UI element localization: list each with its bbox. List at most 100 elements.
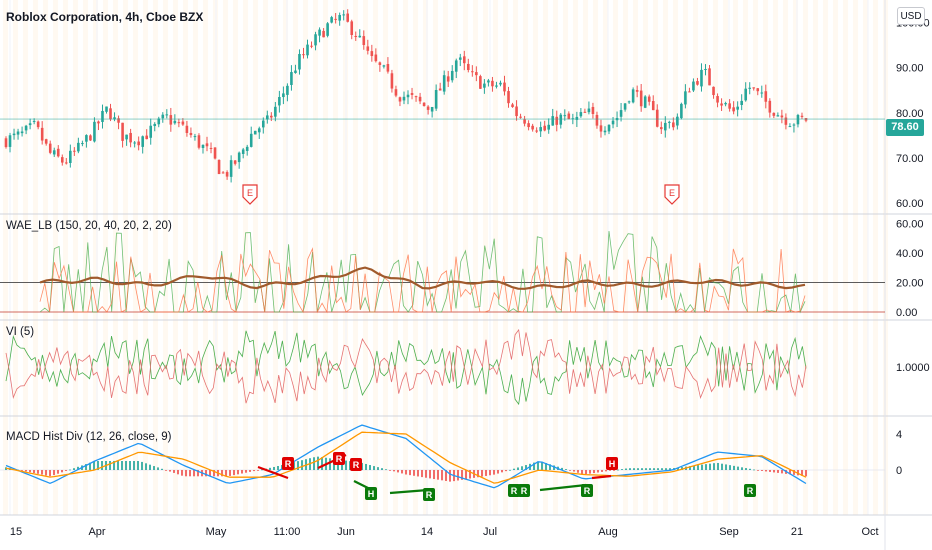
macd-histogram-bar: [669, 468, 671, 470]
session-stripe: [703, 0, 708, 515]
macd-histogram-bar: [85, 464, 87, 470]
macd-histogram-bar: [429, 470, 431, 479]
candle-body: [531, 125, 534, 130]
candle-body: [28, 123, 32, 126]
session-stripe: [263, 0, 268, 515]
session-stripe: [93, 0, 98, 515]
candle-body: [225, 172, 229, 177]
candle-body: [209, 147, 213, 149]
macd-histogram-bar: [97, 461, 99, 470]
session-stripe: [403, 0, 408, 515]
divergence-badge: [606, 457, 618, 470]
macd-histogram-bar: [365, 463, 367, 470]
session-stripe: [733, 0, 738, 515]
candle-body: [109, 108, 112, 120]
macd-histogram-bar: [397, 470, 399, 473]
macd-histogram-bar: [481, 470, 483, 477]
session-stripe: [593, 0, 598, 515]
candle-body: [567, 113, 571, 120]
macd-histogram-bar: [517, 467, 519, 470]
candle-body: [229, 160, 233, 177]
macd-histogram-bar: [53, 470, 55, 476]
candle-body: [499, 82, 502, 85]
macd-histogram-bar: [241, 470, 243, 474]
candle-body: [454, 60, 458, 72]
candle-body: [249, 133, 253, 147]
session-stripe: [163, 0, 168, 515]
macd-histogram-bar: [689, 466, 691, 470]
macd-histogram-bar: [33, 470, 35, 473]
divergence-badge: [581, 484, 593, 497]
wae-indicator-label[interactable]: WAE_LB (150, 20, 40, 20, 2, 20): [6, 220, 172, 232]
macd-histogram-bar: [345, 460, 347, 470]
earnings-marker: [664, 184, 680, 205]
macd-histogram-bar: [693, 465, 695, 470]
candle-body: [362, 36, 366, 46]
time-tick-label: Aug: [598, 526, 618, 538]
candle-body: [398, 97, 402, 102]
macd-indicator-label[interactable]: MACD Hist Div (12, 26, close, 9): [6, 431, 172, 443]
currency-button[interactable]: USD: [897, 7, 925, 25]
divergence-badge-label: R: [285, 459, 292, 469]
candle-body: [792, 124, 796, 126]
session-stripe: [753, 0, 758, 515]
macd-histogram-bar: [593, 470, 595, 474]
candle-body: [539, 127, 542, 132]
wae-tick-label: 40.00: [896, 248, 924, 260]
candle-body: [386, 63, 390, 72]
time-tick-label: Oct: [861, 526, 878, 538]
candle-body: [270, 115, 273, 118]
macd-histogram-bar: [69, 469, 71, 471]
session-stripe: [643, 0, 648, 515]
candle-body: [587, 108, 591, 113]
last-price-tag: 78.60: [886, 119, 924, 136]
session-stripe: [53, 0, 58, 515]
candle-body: [607, 124, 611, 132]
session-stripe: [103, 0, 108, 515]
candle-body: [302, 54, 305, 56]
candle-body: [113, 117, 116, 120]
time-tick-label: 11:00: [274, 526, 301, 538]
candle-body: [487, 80, 490, 83]
session-stripe: [473, 0, 478, 515]
candle-body: [611, 120, 615, 125]
macd-histogram-bar: [37, 470, 39, 474]
session-stripe: [83, 0, 88, 515]
macd-histogram-bar: [173, 470, 175, 473]
macd-histogram-bar: [61, 470, 63, 473]
candle-body: [575, 116, 579, 120]
candle-body: [788, 126, 792, 128]
candle-body: [101, 110, 104, 122]
candle-body: [720, 103, 723, 106]
candle-body: [257, 128, 261, 133]
candle-body: [442, 75, 446, 92]
macd-histogram-bar: [433, 470, 435, 480]
candle-body: [418, 96, 422, 102]
candle-body: [776, 115, 780, 117]
candle-body: [274, 106, 277, 117]
macd-histogram-bar: [741, 467, 743, 470]
macd-histogram-bar: [373, 466, 375, 470]
candle-body: [724, 103, 727, 105]
candle-body: [161, 114, 165, 119]
macd-histogram-bar: [89, 462, 91, 470]
candle-body: [266, 115, 269, 120]
session-stripe: [413, 0, 418, 515]
candle-body: [298, 53, 301, 70]
macd-histogram-bar: [261, 469, 263, 471]
candle-body: [12, 133, 16, 136]
macd-histogram-bar: [649, 468, 651, 470]
symbol-title[interactable]: Roblox Corporation, 4h, Cboe BZX: [6, 10, 204, 24]
divergence-badge-label: R: [521, 486, 528, 496]
macd-histogram-bar: [585, 470, 587, 475]
macd-histogram-bar: [133, 461, 135, 470]
candle-body: [282, 93, 285, 98]
macd-histogram-bar: [157, 467, 159, 470]
candle-body: [294, 70, 297, 73]
candle-body: [503, 82, 506, 92]
vi-indicator-label[interactable]: VI (5): [6, 326, 35, 338]
macd-histogram-bar: [533, 462, 535, 470]
candle-body: [241, 149, 245, 154]
candle-body: [780, 115, 784, 118]
